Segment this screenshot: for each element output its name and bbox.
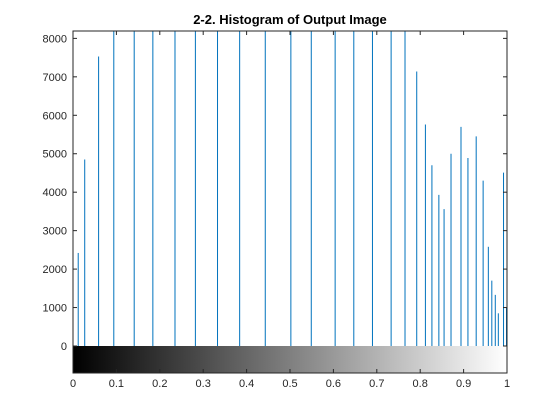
- y-tick-label: 3000: [43, 226, 67, 238]
- x-tick-label: 0.9: [456, 378, 471, 390]
- y-tick-label: 0: [61, 341, 67, 353]
- y-tick-label: 1000: [43, 303, 67, 315]
- y-tick-label: 4000: [43, 187, 67, 199]
- x-tick-label: 0.7: [369, 378, 384, 390]
- x-tick-label: 0.6: [326, 378, 341, 390]
- x-tick-label: 0.2: [152, 378, 167, 390]
- plot-area: [73, 31, 507, 346]
- y-axis: 0 1000 2000 3000 4000 5000 6000 7000 8000: [43, 33, 507, 353]
- x-axis: 0 0.1 0.2 0.3 0.4 0.5 0.6 0.7 0.8 0.9 1: [70, 31, 510, 390]
- x-tick-label: 0: [70, 378, 76, 390]
- y-tick-label: 7000: [43, 72, 67, 84]
- x-tick-label: 0.1: [109, 378, 124, 390]
- x-tick-label: 0.4: [239, 378, 254, 390]
- y-tick-label: 2000: [43, 264, 67, 276]
- x-tick-label: 1: [504, 378, 510, 390]
- x-tick-label: 0.5: [282, 378, 297, 390]
- y-tick-label: 6000: [43, 110, 67, 122]
- x-tick-label: 0.3: [196, 378, 211, 390]
- y-tick-label: 8000: [43, 33, 67, 45]
- x-tick-label: 0.8: [413, 378, 428, 390]
- colorbar: [73, 346, 507, 373]
- y-tick-label: 5000: [43, 149, 67, 161]
- bars-group: [77, 31, 507, 346]
- chart-title: 2-2. Histogram of Output Image: [193, 12, 387, 27]
